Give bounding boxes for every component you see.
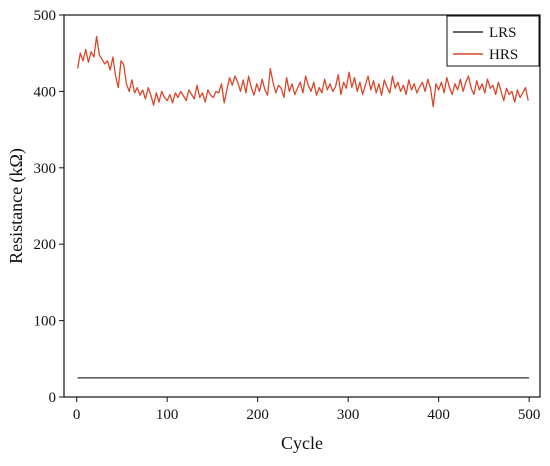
plot-frame [63, 14, 541, 398]
legend-box [446, 15, 540, 67]
x-tick-label-400: 400 [427, 407, 450, 423]
x-tick-label-500: 500 [518, 407, 541, 423]
y-tick-label-300: 300 [34, 161, 57, 177]
x-tick-label-0: 0 [73, 407, 81, 423]
y-tick-label-400: 400 [34, 84, 57, 100]
legend-label-hrs: HRS [489, 47, 518, 63]
x-tick-label-100: 100 [156, 407, 179, 423]
x-tick-label-300: 300 [337, 407, 360, 423]
y-tick-label-200: 200 [34, 237, 57, 253]
legend: LRS HRS [446, 15, 540, 67]
series-line-hrs [76, 35, 529, 108]
y-axis: 0 100 200 300 400 500 [34, 8, 64, 406]
x-axis: 0 100 200 300 400 500 [73, 397, 540, 423]
series-layer [76, 35, 530, 379]
x-tick-label-200: 200 [246, 407, 269, 423]
y-tick-label-0: 0 [49, 390, 57, 406]
y-tick-label-100: 100 [34, 314, 57, 330]
legend-label-lrs: LRS [489, 25, 517, 41]
y-axis-title: Resistance (kΩ) [6, 148, 27, 264]
x-axis-title: Cycle [281, 433, 323, 453]
y-tick-label-500: 500 [34, 8, 57, 24]
